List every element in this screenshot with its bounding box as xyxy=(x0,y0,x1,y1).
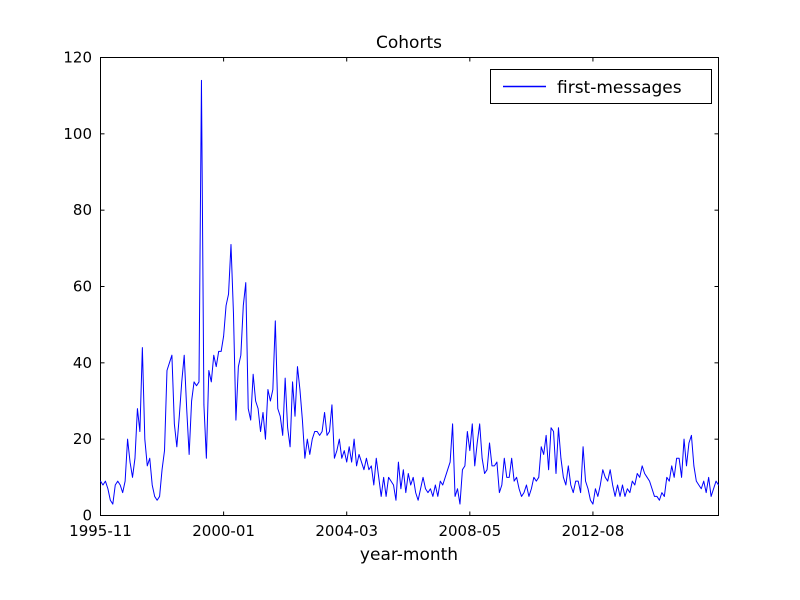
legend: first-messages xyxy=(490,69,712,104)
y-tick-label: 80 xyxy=(73,201,92,219)
x-tick-label: 1995-11 xyxy=(69,522,132,540)
y-tick-label: 0 xyxy=(82,507,92,525)
x-tick-label: 2008-05 xyxy=(438,522,501,540)
y-tick-label: 40 xyxy=(73,354,92,372)
axis-ticks xyxy=(100,57,719,516)
axis-tick-labels: 0 20 40 60 80 100 120 1995-11 2000-01 2004-03 2008… xyxy=(63,49,624,541)
y-tick-label: 20 xyxy=(73,430,92,448)
x-tick-label: 2012-08 xyxy=(562,522,625,540)
y-tick-label: 120 xyxy=(63,49,92,67)
y-tick-label: 60 xyxy=(73,278,92,296)
legend-series-label: first-messages xyxy=(557,78,682,98)
x-axis-label: year-month xyxy=(360,545,458,565)
x-tick-label: 2004-03 xyxy=(315,522,378,540)
x-tick-label: 2000-01 xyxy=(192,522,255,540)
data-series xyxy=(100,79,719,505)
plot-frame xyxy=(100,57,719,516)
data-line-first-messages xyxy=(100,79,719,505)
chart-title: Cohorts xyxy=(376,33,442,53)
y-tick-label: 100 xyxy=(63,125,92,143)
